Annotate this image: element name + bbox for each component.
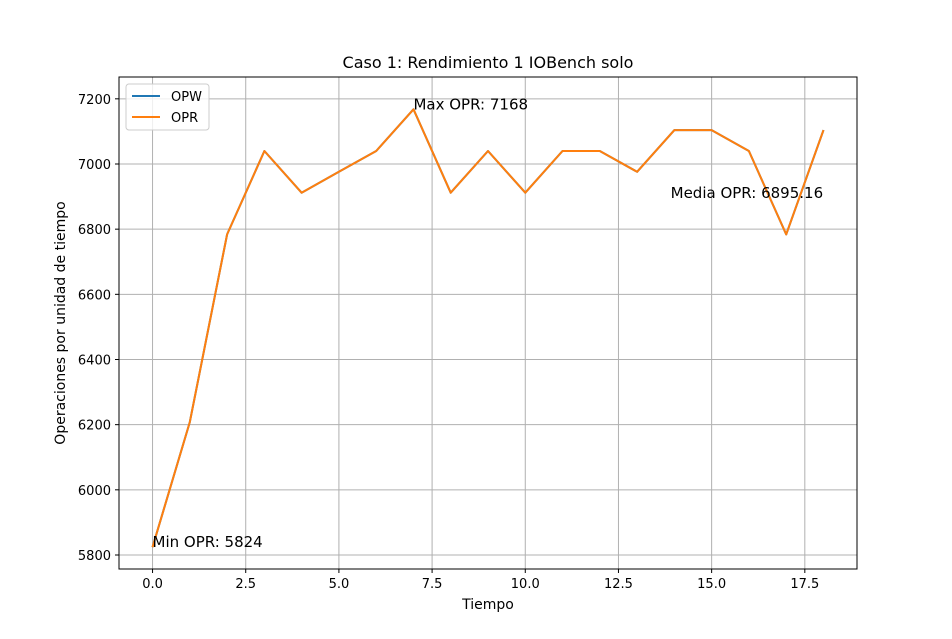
x-tick-label: 10.0 (511, 577, 540, 592)
x-tick-label: 0.0 (142, 577, 163, 592)
annotation-1: Min OPR: 5824 (153, 533, 263, 551)
axis-ticks: 0.0 2.5 5.0 7.5 10.0 12.5 15.0 17.5 5800 6000 6200… (78, 93, 819, 592)
y-tick-label: 6200 (78, 419, 111, 434)
x-tick-label: 2.5 (235, 577, 256, 592)
grid (119, 77, 857, 569)
y-tick-label: 6400 (78, 353, 111, 368)
series-line-opr (151, 108, 825, 548)
y-tick-label: 7200 (78, 93, 111, 108)
legend-label-opr: OPR (171, 111, 198, 126)
x-tick-label: 7.5 (422, 577, 443, 592)
x-tick-label: 17.5 (790, 577, 819, 592)
x-tick-label: 15.0 (697, 577, 726, 592)
x-tick-label: 12.5 (604, 577, 633, 592)
legend: OPW OPR (125, 83, 210, 131)
y-tick-label: 6800 (78, 223, 111, 238)
annotation-2: Media OPR: 6895.16 (671, 184, 823, 202)
x-axis-label: Tiempo (461, 597, 514, 613)
annotation-0: Max OPR: 7168 (413, 95, 528, 113)
x-tick-label: 5.0 (329, 577, 350, 592)
plot-frame (118, 76, 858, 570)
y-axis-label: Operaciones por unidad de tiempo (53, 201, 69, 444)
y-tick-label: 6600 (78, 288, 111, 303)
series-lines (151, 108, 825, 548)
y-tick-label: 7000 (78, 158, 111, 173)
chart-title: Caso 1: Rendimiento 1 IOBench solo (343, 53, 634, 72)
legend-label-opw: OPW (171, 90, 202, 105)
y-tick-label: 6000 (78, 484, 111, 499)
annotations: Max OPR: 7168 Min OPR: 5824 Media OPR: 689… (153, 95, 824, 551)
y-tick-label: 5800 (78, 549, 111, 564)
